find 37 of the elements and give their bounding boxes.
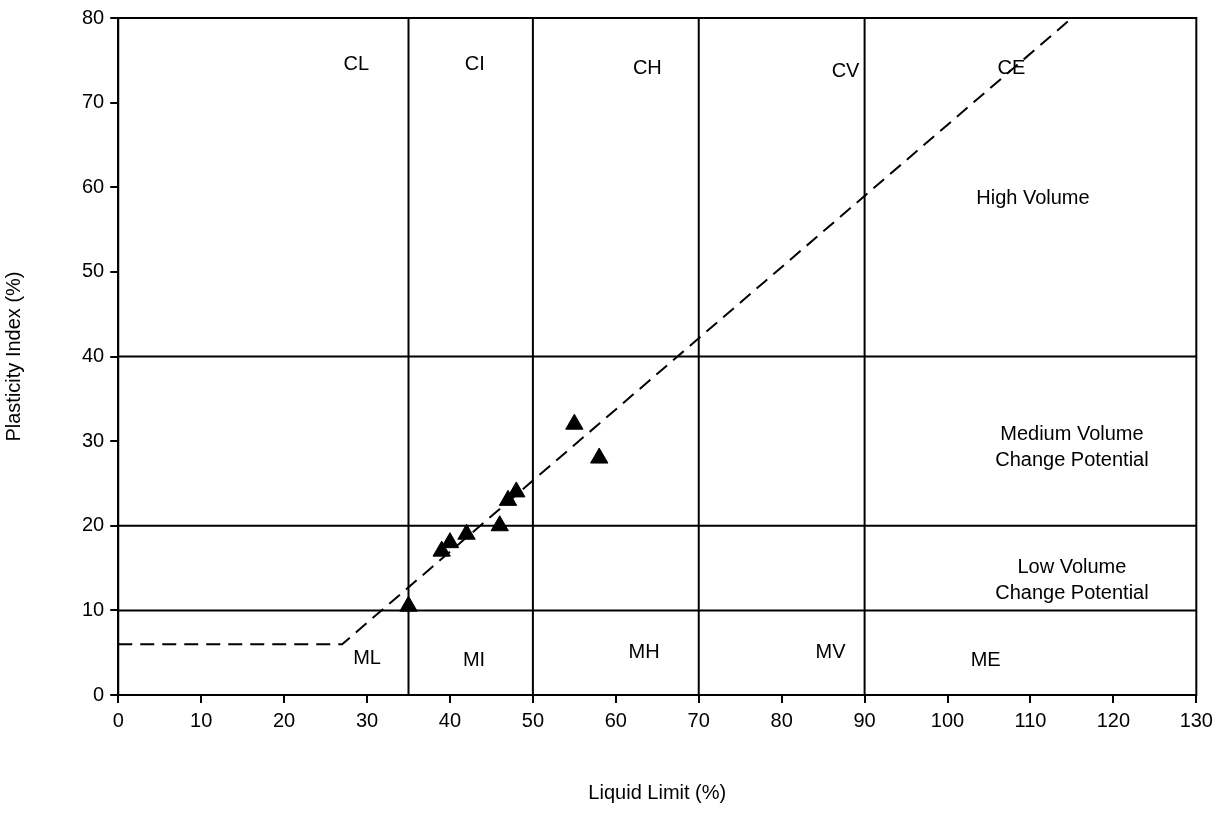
x-tick-label: 110 [1014, 708, 1047, 731]
y-tick-label: 80 [82, 5, 105, 28]
x-tick-label: 70 [687, 708, 710, 731]
annotation: Low Volume Change Potential [995, 555, 1149, 604]
y-tick-label: 50 [82, 259, 105, 282]
x-tick-label: 100 [930, 708, 965, 731]
annotation: MI [462, 647, 486, 670]
annotation: MV [815, 640, 847, 663]
x-tick-label: 130 [1179, 708, 1213, 731]
annotation: CI [464, 52, 485, 75]
y-tick-label: 70 [82, 90, 105, 113]
x-axis-title: Liquid Limit (%) [588, 780, 727, 803]
y-tick-label: 0 [93, 682, 105, 705]
annotation: CV [831, 58, 861, 81]
y-tick-label: 10 [82, 597, 105, 620]
x-tick-label: 50 [521, 708, 545, 731]
y-tick-label: 40 [82, 344, 105, 367]
x-tick-label: 60 [604, 708, 627, 731]
annotation: MH [628, 640, 660, 663]
y-axis-title: Plasticity Index (%) [1, 271, 24, 442]
y-tick-label: 30 [82, 428, 105, 451]
x-tick-label: 0 [112, 708, 124, 731]
annotation: CL [343, 52, 370, 75]
x-tick-label: 10 [190, 708, 213, 731]
x-tick-label: 120 [1096, 708, 1131, 731]
y-tick-label: 20 [82, 513, 105, 536]
x-tick-label: 80 [770, 708, 793, 731]
x-tick-label: 90 [853, 708, 876, 731]
annotation: High Volume [976, 185, 1090, 208]
annotation: ML [353, 646, 381, 669]
annotation: Medium Volume Change Potential [995, 421, 1149, 470]
y-tick-label: 60 [82, 174, 105, 197]
annotation: CH [632, 56, 662, 79]
x-tick-label: 20 [272, 708, 296, 731]
x-tick-label: 40 [438, 708, 462, 731]
annotation: ME [970, 647, 1001, 670]
x-tick-label: 30 [355, 708, 379, 731]
